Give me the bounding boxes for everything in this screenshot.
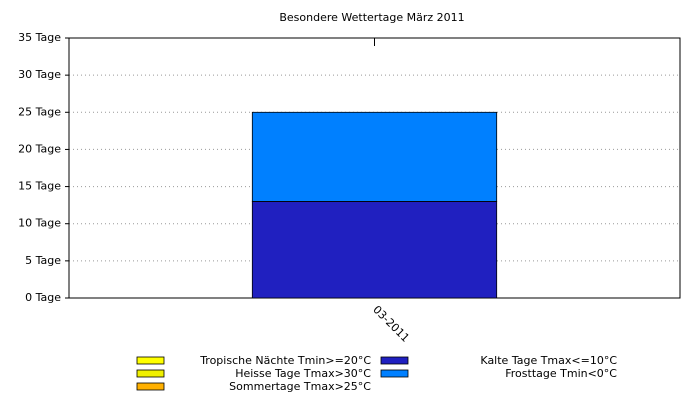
legend-label: Sommertage Tmax>25°C — [229, 380, 371, 393]
y-tick-label: 0 Tage — [25, 291, 61, 304]
legend-label: Frosttage Tmin<0°C — [505, 367, 617, 380]
y-tick-label: 25 Tage — [18, 105, 61, 118]
legend-label: Tropische Nächte Tmin>=20°C — [199, 354, 371, 367]
chart-title: Besondere Wettertage März 2011 — [279, 11, 464, 24]
legend-swatch — [380, 369, 409, 378]
y-tick-label: 15 Tage — [18, 180, 61, 193]
legend-swatch — [136, 356, 165, 365]
y-tick-label: 5 Tage — [25, 254, 61, 267]
legend-swatch — [136, 382, 165, 391]
legend-label: Heisse Tage Tmax>30°C — [235, 367, 371, 380]
legend-swatch — [136, 369, 165, 378]
bar-segment — [251, 111, 498, 202]
bar-segment — [251, 201, 498, 299]
y-tick-label: 20 Tage — [18, 142, 61, 155]
legend-label: Kalte Tage Tmax<=10°C — [480, 354, 617, 367]
y-tick-label: 10 Tage — [18, 217, 61, 230]
legend-swatch — [380, 356, 409, 365]
y-tick-label: 35 Tage — [18, 31, 61, 44]
x-tick-label: 03-2011 — [370, 303, 412, 345]
y-tick-label: 30 Tage — [18, 68, 61, 81]
